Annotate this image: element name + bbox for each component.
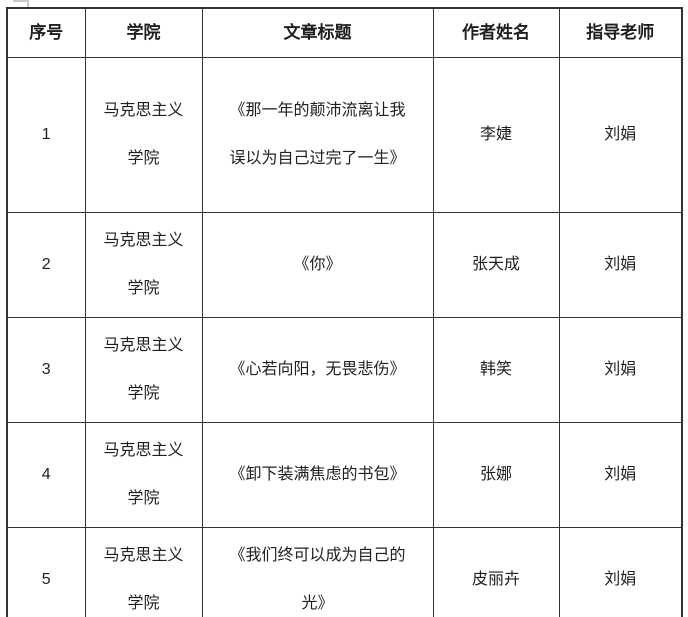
- header-cell-title: 文章标题: [201, 7, 434, 58]
- cell-college: 马克思主义 学院: [84, 317, 203, 423]
- cell-college: 马克思主义 学院: [84, 422, 203, 528]
- cell-author: 张天成: [432, 212, 560, 318]
- article-list-table: 序号 学院 文章标题 作者姓名 指导老师 1 马克思主义 学院 《那一年的颠沛流…: [6, 7, 683, 617]
- cell-title: 《那一年的颠沛流离让我 误以为自己过完了一生》: [201, 57, 434, 213]
- cell-index: 4: [6, 422, 86, 528]
- cell-college: 马克思主义 学院: [84, 527, 203, 617]
- header-cell-college: 学院: [84, 7, 203, 58]
- cell-author: 韩笑: [432, 317, 560, 423]
- cell-index: 2: [6, 212, 86, 318]
- header-cell-teacher: 指导老师: [558, 7, 683, 58]
- cell-title: 《心若向阳，无畏悲伤》: [201, 317, 434, 423]
- table-row: 4 马克思主义 学院 《卸下装满焦虑的书包》 张娜 刘娟: [6, 422, 683, 528]
- cell-title: 《你》: [201, 212, 434, 318]
- table-row: 5 马克思主义 学院 《我们终可以成为自己的 光》 皮丽卉 刘娟: [6, 527, 683, 617]
- cell-index: 3: [6, 317, 86, 423]
- table-row: 2 马克思主义 学院 《你》 张天成 刘娟: [6, 212, 683, 318]
- cell-author: 张娜: [432, 422, 560, 528]
- cell-author: 皮丽卉: [432, 527, 560, 617]
- table-row: 1 马克思主义 学院 《那一年的颠沛流离让我 误以为自己过完了一生》 李婕 刘娟: [6, 57, 683, 213]
- cell-teacher: 刘娟: [558, 317, 683, 423]
- cell-title: 《我们终可以成为自己的 光》: [201, 527, 434, 617]
- cell-teacher: 刘娟: [558, 422, 683, 528]
- cell-college: 马克思主义 学院: [84, 57, 203, 213]
- screenshot-corner-artifact: [13, 0, 29, 9]
- header-cell-author: 作者姓名: [432, 7, 560, 58]
- header-cell-index: 序号: [6, 7, 86, 58]
- cell-title: 《卸下装满焦虑的书包》: [201, 422, 434, 528]
- cell-index: 5: [6, 527, 86, 617]
- cell-teacher: 刘娟: [558, 57, 683, 213]
- table-row: 3 马克思主义 学院 《心若向阳，无畏悲伤》 韩笑 刘娟: [6, 317, 683, 423]
- cell-teacher: 刘娟: [558, 212, 683, 318]
- cell-teacher: 刘娟: [558, 527, 683, 617]
- cell-college: 马克思主义 学院: [84, 212, 203, 318]
- cell-index: 1: [6, 57, 86, 213]
- table-header-row: 序号 学院 文章标题 作者姓名 指导老师: [6, 7, 683, 58]
- cell-author: 李婕: [432, 57, 560, 213]
